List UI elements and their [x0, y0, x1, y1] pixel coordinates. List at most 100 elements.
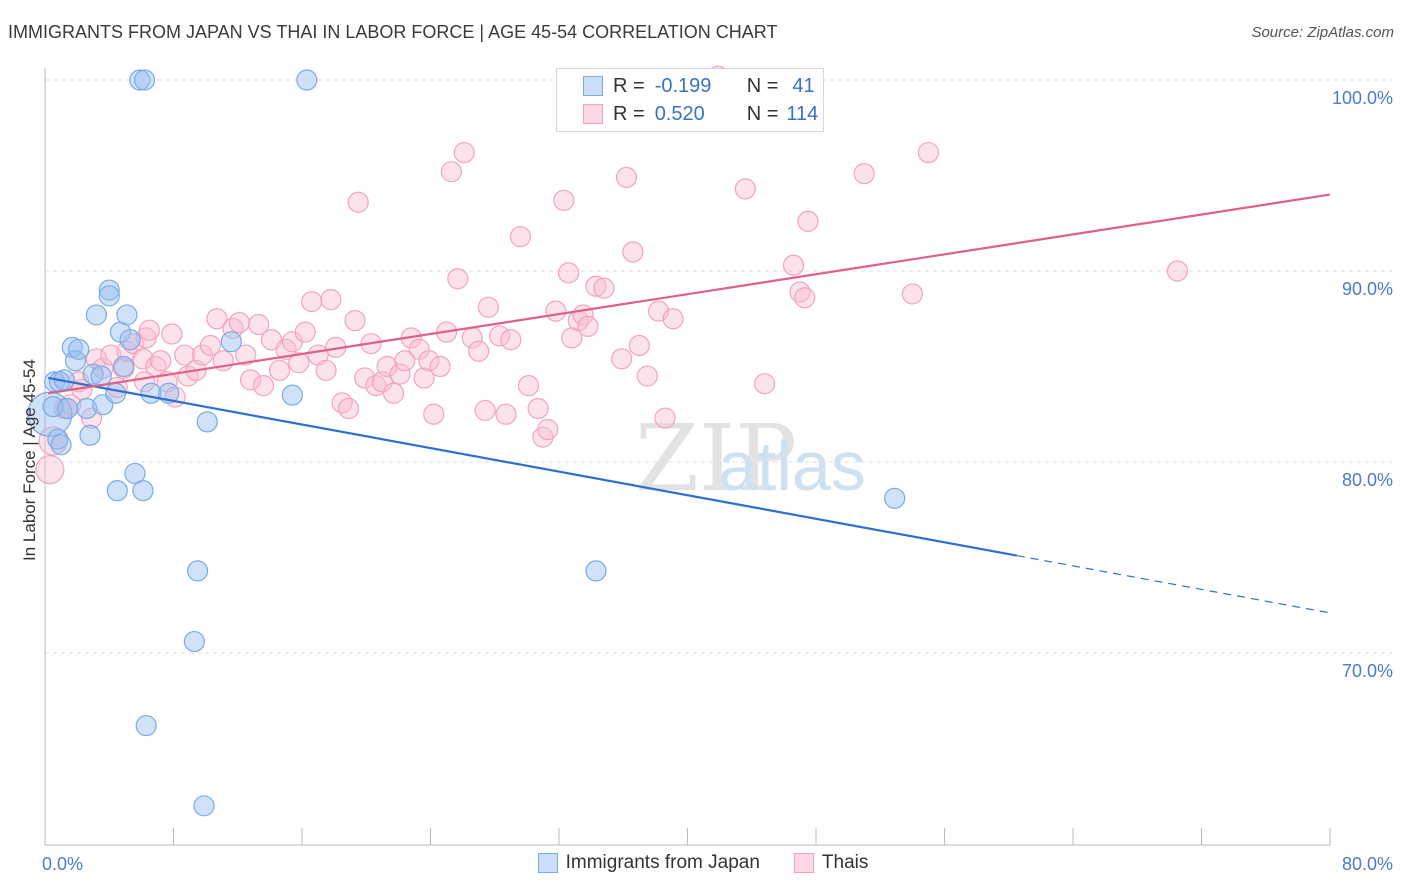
data-point: [183, 630, 205, 653]
data-point: [133, 69, 156, 91]
data-point: [734, 178, 756, 200]
corr-n-value: 114: [786, 102, 819, 125]
data-point: [138, 319, 161, 341]
data-point: [220, 331, 242, 353]
data-point: [382, 382, 405, 404]
data-point: [174, 344, 196, 366]
data-point: [132, 348, 154, 370]
corr-r-label: R =: [613, 74, 645, 97]
data-point: [56, 397, 79, 420]
data-point: [500, 329, 522, 351]
trend-line: [48, 193, 1331, 395]
data-point: [636, 365, 658, 387]
data-point: [124, 462, 146, 485]
chart-title: IMMIGRANTS FROM JAPAN VS THAI IN LABOR F…: [8, 22, 778, 42]
data-point: [545, 300, 567, 322]
data-point: [135, 714, 157, 737]
y-axis-label: In Labor Force | Age 45-54: [20, 359, 39, 561]
data-point: [186, 560, 209, 582]
data-point: [47, 428, 69, 450]
data-point: [577, 315, 599, 337]
data-point: [901, 283, 923, 305]
data-point: [35, 455, 65, 485]
correlation-legend: R = -0.199 N = 41 R = 0.520 N = 114: [556, 68, 824, 132]
data-point: [797, 210, 819, 232]
data-point: [628, 334, 650, 357]
data-point: [365, 375, 387, 397]
tick-labels: 100.0% 90.0% 80.0% 70.0% 0.0% 80.0%: [42, 88, 1393, 874]
corr-r-value: 0.520: [654, 102, 705, 125]
data-point: [196, 411, 218, 433]
data-point: [615, 166, 638, 189]
data-point: [654, 407, 676, 429]
data-point: [235, 344, 257, 366]
data-point: [288, 352, 310, 374]
series-thais: [35, 65, 1189, 485]
data-point: [423, 403, 445, 425]
watermark: ZIP atlas: [635, 405, 866, 512]
corr-row-japan: R = -0.199 N = 41: [583, 72, 815, 100]
legend-item-japan[interactable]: Immigrants from Japan: [537, 852, 760, 874]
data-point: [440, 161, 462, 183]
data-point: [228, 311, 250, 334]
data-point: [413, 367, 435, 389]
legend-item-thais[interactable]: Thais: [793, 852, 868, 874]
data-point: [294, 321, 316, 343]
data-point: [474, 399, 496, 422]
data-point: [917, 141, 940, 164]
data-point: [517, 375, 540, 397]
data-point: [50, 434, 72, 456]
data-points: [27, 65, 1189, 817]
corr-swatch-thais: [583, 104, 603, 124]
data-point: [268, 359, 291, 381]
data-point: [320, 289, 342, 311]
corr-swatch-japan: [583, 76, 603, 96]
data-point: [85, 304, 108, 326]
watermark-zip: ZIP: [635, 405, 797, 512]
data-point: [429, 355, 451, 378]
data-point: [98, 279, 120, 301]
data-point: [206, 308, 228, 330]
data-point: [105, 382, 127, 404]
data-point: [495, 403, 517, 425]
legend-swatch-japan: [537, 853, 558, 873]
trend-line-extension: [1016, 554, 1331, 614]
data-point: [782, 254, 805, 276]
corr-n-label: N =: [746, 74, 779, 97]
series-legend: Immigrants from Japan Thais: [0, 852, 1406, 874]
data-point: [82, 363, 104, 385]
data-point: [150, 350, 172, 372]
data-point: [140, 382, 162, 404]
data-point: [611, 348, 633, 370]
corr-row-thais: R = 0.520 N = 114: [583, 100, 818, 128]
data-point: [113, 355, 135, 378]
data-point: [161, 323, 183, 345]
data-point: [488, 325, 511, 347]
data-point: [622, 241, 644, 263]
y-tick-label: 90.0%: [1342, 279, 1393, 299]
trend-lines: [48, 193, 1331, 614]
data-point: [199, 334, 222, 357]
data-point: [558, 262, 580, 284]
data-point: [106, 480, 128, 502]
data-point: [553, 189, 575, 211]
data-point: [347, 191, 369, 213]
data-point: [527, 397, 549, 420]
data-point: [129, 69, 151, 91]
data-point: [662, 308, 684, 330]
data-point: [468, 340, 490, 362]
data-point: [794, 287, 816, 309]
data-point: [853, 162, 875, 185]
data-point: [240, 369, 262, 391]
data-point: [344, 310, 366, 332]
corr-r-label: R =: [613, 102, 645, 125]
data-point: [68, 338, 90, 360]
data-point: [252, 375, 275, 397]
data-point: [76, 397, 98, 420]
data-point: [331, 392, 353, 414]
data-point: [98, 285, 120, 307]
x-tick-label: 0.0%: [42, 854, 83, 874]
data-point: [477, 296, 499, 318]
data-point: [447, 268, 469, 290]
data-point: [337, 397, 360, 420]
